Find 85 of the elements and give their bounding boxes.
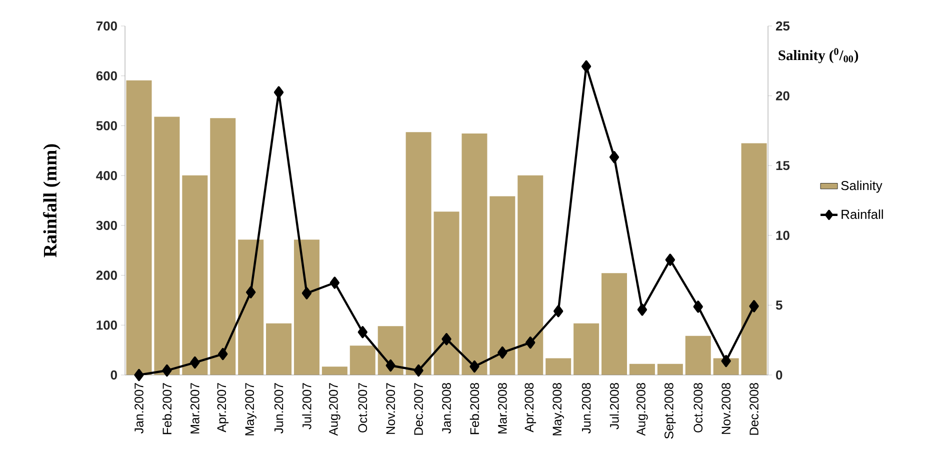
bar <box>629 364 655 375</box>
y-tick-label: 100 <box>96 320 117 330</box>
point <box>470 360 480 373</box>
y-tick-label: 200 <box>96 270 117 280</box>
x-tick-label: Jan.2007 <box>134 383 144 434</box>
point <box>190 356 200 369</box>
y2-tick-label: 15 <box>776 161 790 170</box>
y2-tick-label: 25 <box>776 21 790 31</box>
bar <box>210 118 236 375</box>
y-axis-title: Rainfall (mm) <box>43 144 60 258</box>
x-tick-label: Dec.2007 <box>414 383 423 435</box>
bar <box>238 240 264 375</box>
point <box>134 368 144 382</box>
bar <box>434 212 460 375</box>
legend-label: Rainfall <box>842 209 883 219</box>
x-tick-label: Oct.2008 <box>694 383 703 432</box>
x-tick-label: Nov.2008 <box>722 383 730 434</box>
point <box>218 348 228 360</box>
y2-tick-label: 20 <box>776 91 790 100</box>
bar <box>657 364 683 375</box>
bar <box>350 346 376 375</box>
x-tick-label: May.2007 <box>245 383 256 436</box>
x-tick-label: Feb.2007 <box>162 383 172 434</box>
point <box>358 326 368 338</box>
x-tick-label: Apr.2008 <box>524 383 536 432</box>
y-tick-label: 0 <box>110 370 117 380</box>
y-tick-label: 400 <box>96 170 117 180</box>
y-tick-label: 700 <box>96 21 117 31</box>
bar <box>182 175 208 375</box>
bar <box>518 175 544 375</box>
bar <box>602 273 627 375</box>
bar <box>126 80 152 375</box>
x-tick-label: Dec.2008 <box>750 383 758 435</box>
bar <box>322 366 348 375</box>
point <box>442 333 452 346</box>
bar <box>266 323 292 375</box>
x-tick-label: Feb.2008 <box>470 383 480 434</box>
point <box>386 359 396 372</box>
point <box>554 305 564 318</box>
point <box>693 300 703 313</box>
y2-tick-label: 10 <box>776 230 790 240</box>
x-tick-label: Jul.2008 <box>610 383 619 430</box>
point <box>609 151 620 164</box>
point <box>274 86 284 98</box>
bar <box>154 116 180 375</box>
point <box>637 304 648 316</box>
x-tick-label: Jun.2008 <box>582 383 591 434</box>
point <box>414 364 424 377</box>
y2-axis-title: Salinity ($^{0}$/$_{00}$) <box>778 48 858 64</box>
point <box>526 336 536 349</box>
bar <box>490 196 516 375</box>
y2-tick-label: 0 <box>776 370 782 380</box>
x-tick-label: Apr.2007 <box>217 383 228 432</box>
bar <box>546 358 572 375</box>
point <box>246 286 256 298</box>
point <box>162 364 172 377</box>
x-tick-label: Aug.2007 <box>329 383 340 436</box>
x-tick-label: Mar.2007 <box>190 383 200 434</box>
bar <box>741 143 767 375</box>
legend-label: Salinity <box>841 180 882 193</box>
x-tick-label: May.2008 <box>552 383 564 436</box>
bar <box>574 323 600 375</box>
y-tick-label: 300 <box>96 220 117 230</box>
point <box>302 287 312 300</box>
x-tick-label: Mar.2008 <box>498 383 507 434</box>
y2-tick-label: 5 <box>776 300 782 310</box>
x-tick-label: Jan.2008 <box>442 383 451 434</box>
y-tick-label: 500 <box>96 121 117 130</box>
bar <box>685 336 711 375</box>
x-tick-label: Nov.2007 <box>386 383 396 434</box>
point <box>749 300 759 312</box>
point <box>581 60 592 72</box>
x-tick-label: Jul.2007 <box>302 383 312 430</box>
x-tick-label: Aug.2008 <box>636 383 648 436</box>
x-tick-label: Jun.2007 <box>274 383 284 434</box>
x-tick-label: Sept.2008 <box>664 383 676 439</box>
point <box>498 346 508 359</box>
point <box>330 276 340 289</box>
point <box>665 254 675 266</box>
y-tick-label: 600 <box>96 71 117 80</box>
bar <box>378 326 404 375</box>
bar <box>406 132 432 375</box>
bar <box>462 133 488 375</box>
x-tick-label: Oct.2007 <box>358 383 368 432</box>
bar <box>294 240 320 375</box>
